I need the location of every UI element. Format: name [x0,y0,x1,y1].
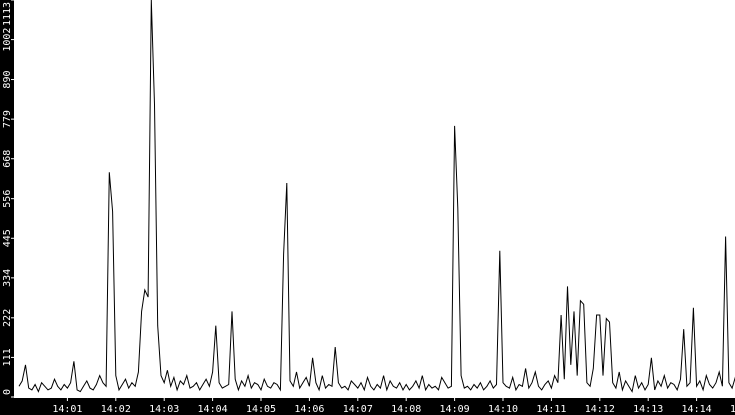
x-axis: 14:01 14:02 14:03 14:04 14:05 14:06 14:07 14:08… [52,398,735,415]
x-tick-label: 14:08 [391,404,421,415]
plot-area [14,0,735,398]
series-line [18,0,735,393]
y-tick-label: 1002 [2,28,13,52]
x-tick-label: 14:12 [585,404,615,415]
x-tick-label: 14:01 [52,404,82,415]
y-tick-label: 445 [2,229,13,247]
y-tick-label: 111 [2,348,13,366]
x-tick-label: 14:14 [682,404,712,415]
x-tick-label: 14:13 [633,404,663,415]
y-tick-label: 1113 [2,2,13,26]
x-tick-label: 14:03 [149,404,179,415]
y-axis: 0 111 222 334 445 556 668 779 890 1002 1113 [2,0,14,398]
x-tick-label: 14:07 [343,404,373,415]
y-tick-label: 222 [2,309,13,327]
x-tick-label: 14:05 [246,404,276,415]
x-tick-label: 14:10 [488,404,518,415]
y-tick-label: 556 [2,190,13,208]
x-tick-label: 14:02 [101,404,131,415]
x-tick-label: 14:15 [730,404,735,415]
x-tick-label: 14:06 [294,404,324,415]
y-tick-label: 890 [2,71,13,89]
series-group [18,0,735,393]
x-tick-label: 14:11 [536,404,566,415]
x-tick-label: 14:04 [198,404,228,415]
y-tick-label: 779 [2,110,13,128]
y-tick-label: 668 [2,150,13,168]
y-tick-label: 0 [2,389,13,395]
x-tick-label: 14:09 [440,404,470,415]
y-tick-label: 334 [2,269,13,287]
